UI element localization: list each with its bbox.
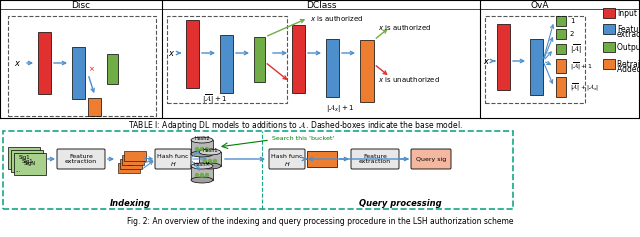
Ellipse shape [199, 149, 221, 155]
Bar [118, 163, 140, 173]
Ellipse shape [191, 177, 213, 183]
Text: 2: 2 [570, 31, 574, 37]
Text: extractor: extractor [617, 29, 640, 38]
Circle shape [205, 147, 209, 150]
Bar [3, 131, 513, 209]
Bar [556, 29, 566, 39]
Bar [88, 98, 101, 116]
Bar [603, 42, 615, 52]
Circle shape [205, 173, 209, 177]
Bar [167, 16, 287, 103]
FancyBboxPatch shape [269, 149, 305, 169]
FancyBboxPatch shape [351, 149, 399, 169]
Text: $|\overline{\mathcal{A}}|+1$: $|\overline{\mathcal{A}}|+1$ [202, 92, 228, 106]
Circle shape [200, 147, 204, 150]
Circle shape [209, 160, 211, 163]
Text: Output block: Output block [617, 42, 640, 51]
Bar [254, 37, 265, 82]
Text: Retrained /: Retrained / [617, 59, 640, 68]
Circle shape [204, 160, 207, 163]
Bar [11, 150, 43, 172]
Text: $\times$: $\times$ [88, 65, 95, 73]
Bar [191, 140, 213, 154]
FancyBboxPatch shape [155, 149, 191, 169]
Text: ...: ... [127, 163, 133, 168]
Circle shape [200, 173, 204, 177]
Ellipse shape [199, 163, 221, 169]
Bar [603, 24, 615, 34]
Text: Feature
extraction: Feature extraction [65, 154, 97, 164]
Circle shape [195, 147, 198, 150]
Bar [186, 20, 199, 88]
Text: Search this 'bucket': Search this 'bucket' [272, 136, 334, 141]
Text: Hash1: Hash1 [202, 149, 218, 154]
FancyBboxPatch shape [57, 149, 105, 169]
Text: Query processing: Query processing [358, 200, 442, 209]
Text: Feature: Feature [617, 24, 640, 33]
Bar [292, 25, 305, 93]
Text: DClass: DClass [306, 0, 336, 9]
Bar [603, 59, 615, 69]
Bar [14, 153, 46, 175]
Bar [556, 44, 566, 54]
Bar [8, 16, 156, 116]
Text: Sig1: Sig1 [21, 159, 33, 164]
Text: Input: Input [617, 9, 637, 18]
Ellipse shape [191, 137, 213, 143]
Bar [485, 16, 585, 103]
Bar [497, 24, 510, 90]
Text: OvA: OvA [531, 0, 549, 9]
Text: Added block: Added block [617, 64, 640, 73]
Text: $x$: $x$ [483, 56, 491, 65]
Text: $x$ is authorized: $x$ is authorized [378, 23, 431, 32]
Bar [603, 8, 615, 18]
Bar [38, 32, 51, 94]
Ellipse shape [191, 151, 213, 157]
Bar [220, 35, 233, 93]
Bar [124, 151, 146, 161]
Bar [530, 39, 543, 95]
Bar [307, 151, 337, 167]
Bar [191, 166, 213, 180]
Text: $|\mathcal{A}_x|+1$: $|\mathcal{A}_x|+1$ [326, 102, 354, 114]
Text: $|\overline{\mathcal{A}}|+|\mathcal{A}_x|$: $|\overline{\mathcal{A}}|+|\mathcal{A}_x… [570, 81, 599, 93]
Text: Disc: Disc [72, 0, 91, 9]
Bar [556, 59, 566, 73]
Text: $x$: $x$ [168, 49, 175, 58]
Circle shape [214, 160, 216, 163]
Bar [107, 54, 118, 84]
Ellipse shape [191, 163, 213, 169]
Text: HashM: HashM [194, 163, 211, 168]
Text: Hash func
$H$: Hash func $H$ [157, 154, 189, 168]
Bar [556, 77, 566, 97]
Text: $x$ is authorized: $x$ is authorized [310, 14, 363, 23]
Text: Sig1: Sig1 [18, 155, 30, 160]
Bar [8, 147, 40, 169]
Bar [120, 159, 142, 169]
Text: 1: 1 [570, 18, 575, 24]
Bar [122, 155, 144, 165]
Text: Indexing: Indexing [109, 200, 150, 209]
Text: Hash2: Hash2 [195, 137, 210, 141]
Text: Feature
extraction: Feature extraction [359, 154, 391, 164]
Text: $x$ is unauthorized: $x$ is unauthorized [378, 74, 440, 83]
Text: Hash func
$H$: Hash func $H$ [271, 154, 303, 168]
Text: TABLE I: Adapting DL models to additions to $\mathcal{A}$. Dashed-boxes indicate: TABLE I: Adapting DL models to additions… [127, 118, 462, 132]
Text: Fig. 2: An overview of the indexing and query processing procedure in the LSH au: Fig. 2: An overview of the indexing and … [127, 218, 513, 227]
Text: $|\overline{\mathcal{A}}|$: $|\overline{\mathcal{A}}|$ [570, 42, 582, 56]
Circle shape [195, 173, 198, 177]
Bar [199, 152, 221, 166]
Bar [326, 39, 339, 97]
Bar [72, 47, 85, 99]
Text: $|\overline{\mathcal{A}}|+1$: $|\overline{\mathcal{A}}|+1$ [570, 60, 593, 72]
FancyBboxPatch shape [411, 149, 451, 169]
Text: $x$: $x$ [14, 59, 22, 68]
Text: ...: ... [15, 169, 20, 173]
Text: Query sig: Query sig [416, 156, 446, 161]
Bar [556, 16, 566, 26]
Text: SigN: SigN [24, 161, 36, 167]
Bar [360, 40, 374, 102]
